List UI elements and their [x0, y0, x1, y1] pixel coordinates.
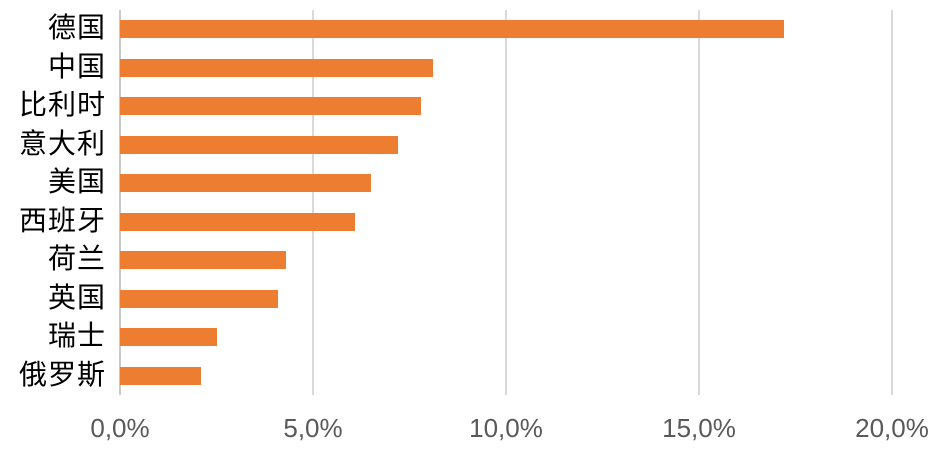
- category-label: 德国: [47, 13, 106, 45]
- gridline: [698, 10, 700, 395]
- x-tick-label: 20,0%: [855, 413, 929, 443]
- bar-俄罗斯: [120, 366, 202, 385]
- bar-row: [120, 87, 892, 126]
- bar-瑞士: [120, 328, 217, 347]
- gridline: [891, 10, 893, 395]
- plot-area: [119, 10, 893, 396]
- bar-row: [120, 203, 892, 242]
- x-axis: 0,0% 5,0% 10,0% 15,0% 20,0%: [90, 413, 929, 453]
- category-label: 荷兰: [47, 244, 106, 276]
- bar-比利时: [120, 97, 422, 116]
- bar-row: [120, 10, 892, 49]
- bar-中国: [120, 58, 433, 77]
- bar-row: [120, 357, 892, 396]
- bar-row: [120, 49, 892, 88]
- bar-意大利: [120, 135, 398, 154]
- y-axis-line: [119, 10, 121, 395]
- bar-row: [120, 126, 892, 165]
- category-label: 中国: [47, 51, 106, 83]
- gridline: [312, 10, 314, 395]
- category-label: 西班牙: [18, 205, 106, 237]
- y-axis-category-labels: 德国中国比利时意大利美国西班牙荷兰英国瑞士俄罗斯: [0, 10, 106, 395]
- bar-荷兰: [120, 251, 286, 270]
- bar-row: [120, 318, 892, 357]
- x-tick-label: 5,0%: [283, 413, 343, 443]
- bar-row: [120, 280, 892, 319]
- category-label: 俄罗斯: [18, 359, 106, 391]
- x-tick-label: 10,0%: [469, 413, 543, 443]
- bar-row: [120, 241, 892, 280]
- bar-英国: [120, 289, 279, 308]
- bar-德国: [120, 20, 784, 39]
- category-label: 比利时: [18, 90, 106, 122]
- bar-西班牙: [120, 212, 356, 231]
- bar-美国: [120, 174, 371, 193]
- category-label: 意大利: [18, 128, 106, 160]
- x-tick-label: 15,0%: [662, 413, 736, 443]
- bar-row: [120, 164, 892, 203]
- category-label: 英国: [47, 282, 106, 314]
- category-label: 美国: [47, 167, 106, 199]
- category-label: 瑞士: [47, 321, 106, 353]
- gridline: [505, 10, 507, 395]
- x-tick-label: 0,0%: [90, 413, 150, 443]
